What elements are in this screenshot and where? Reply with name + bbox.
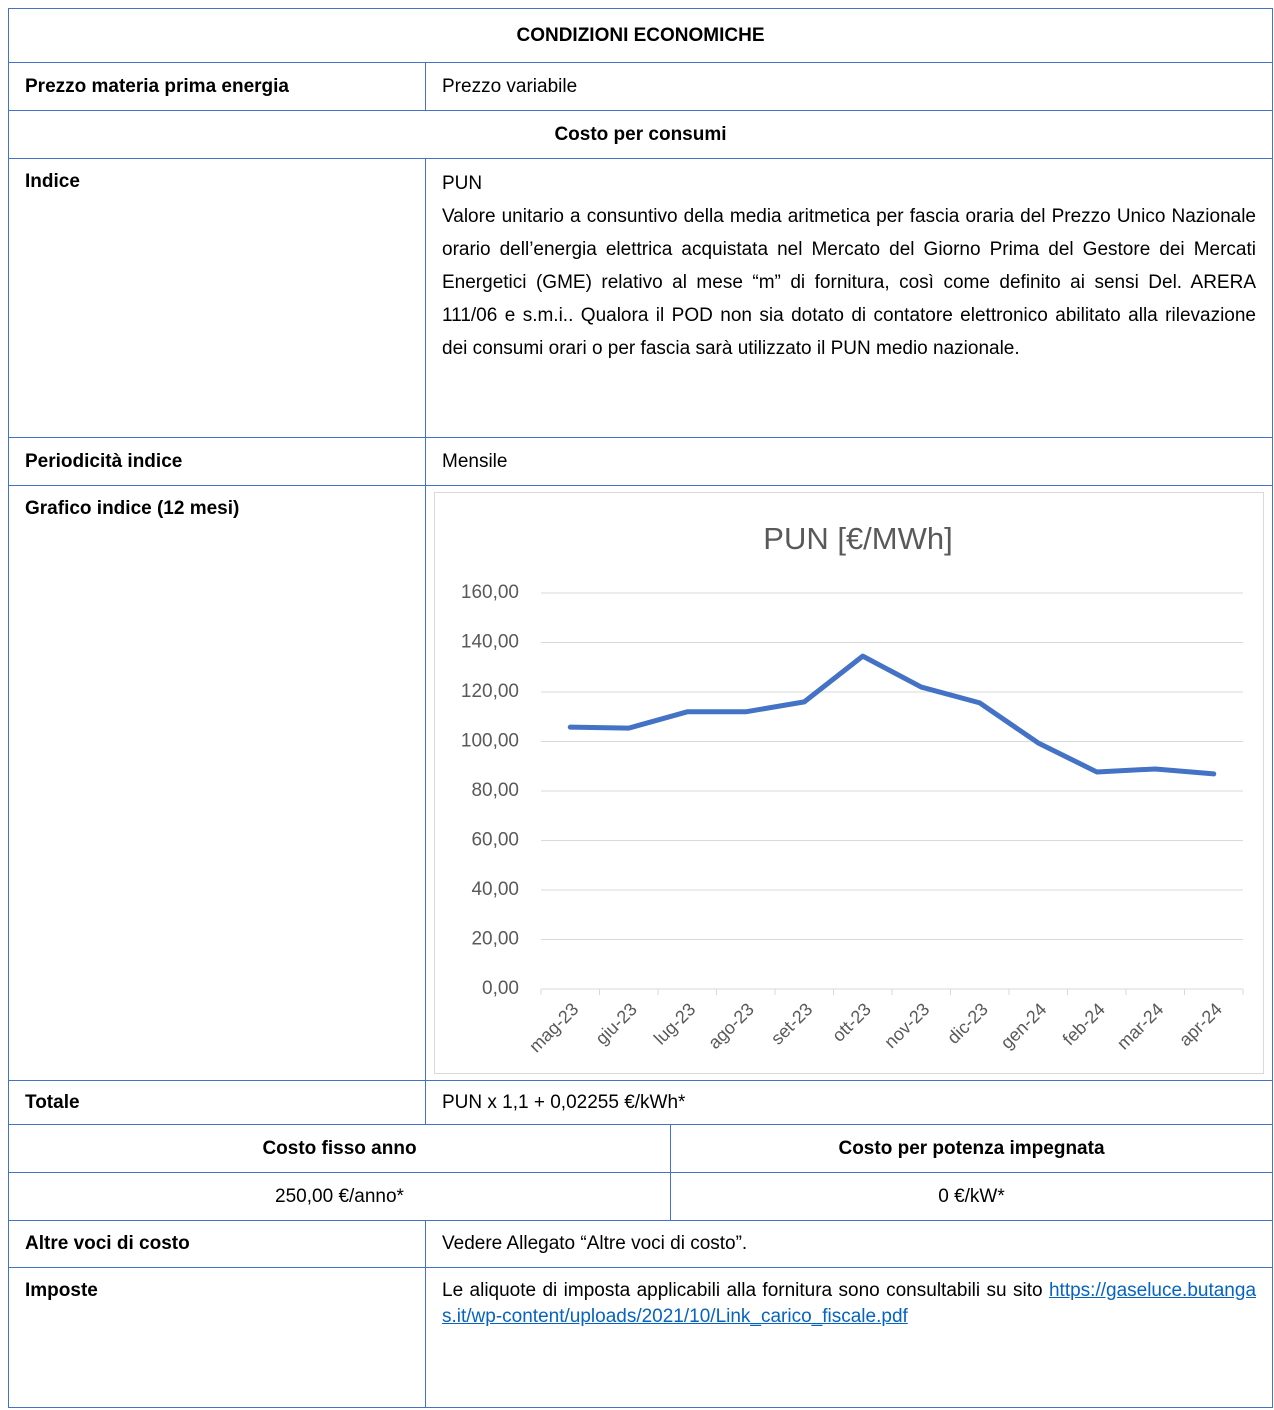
row: Totale PUN x 1,1 + 0,02255 €/kWh* [8, 1080, 1273, 1125]
x-tick-label: ott-23 [828, 999, 875, 1046]
label: Periodicità indice [8, 437, 426, 486]
x-tick-label: ago-23 [704, 999, 758, 1053]
value-cell: PUN Valore unitario a consuntivo della me… [425, 158, 1273, 438]
text: Le aliquote di imposta applicabili alla … [442, 1280, 1043, 1301]
y-tick-label: 40,00 [471, 879, 519, 900]
row: Grafico indice (12 mesi) PUN [€/MWh] 0,0… [8, 485, 1273, 1081]
label: Imposte [8, 1267, 426, 1408]
row: CONDIZIONI ECONOMICHE [8, 8, 1273, 63]
y-tick-label: 20,00 [471, 929, 519, 950]
y-tick-label: 160,00 [461, 582, 519, 603]
value: Mensile [425, 437, 1273, 486]
header: Costo per potenza impegnata [670, 1124, 1273, 1173]
row: Periodicità indice Mensile [8, 437, 1273, 486]
x-tick-label: mag-23 [525, 999, 582, 1056]
label: Indice [8, 158, 426, 438]
x-tick-label: mar-24 [1113, 999, 1167, 1053]
y-tick-label: 120,00 [461, 681, 519, 702]
row: Imposte Le aliquote di imposta applicabi… [8, 1267, 1273, 1408]
row: Indice PUN Valore unitario a consuntivo d… [8, 158, 1273, 438]
x-tick-label: set-23 [767, 999, 817, 1049]
label: Altre voci di costo [8, 1220, 426, 1268]
value: 250,00 €/anno* [8, 1172, 671, 1221]
value: 0 €/kW* [670, 1172, 1273, 1221]
x-tick-label: gen-24 [997, 999, 1051, 1053]
label: Grafico indice (12 mesi) [8, 485, 426, 1081]
value: Vedere Allegato “Altre voci di costo”. [425, 1220, 1273, 1268]
label: Prezzo materia prima energia [8, 62, 426, 111]
chart-title: PUN [€/MWh] [763, 521, 952, 556]
row: Costo per consumi [8, 110, 1273, 159]
y-tick-label: 60,00 [471, 830, 519, 851]
row: Prezzo materia prima energia Prezzo varia… [8, 62, 1273, 111]
value-cell: Le aliquote di imposta applicabili alla … [425, 1267, 1273, 1408]
link[interactable]: https://gaseluce.butangas.it/wp-content/… [442, 1280, 1257, 1327]
y-tick-label: 100,00 [461, 731, 519, 752]
chart-cell: PUN [€/MWh] 0,00 20,00 40,00 60,00 80,00 100,… [425, 485, 1273, 1081]
section-title: Costo per consumi [8, 110, 1273, 159]
y-tick-label: 0,00 [482, 978, 519, 999]
header: Costo fisso anno [8, 1124, 671, 1173]
line-series [567, 653, 1217, 777]
chart: PUN [€/MWh] 0,00 20,00 40,00 60,00 80,00 100,… [434, 492, 1264, 1074]
x-tick-label: lug-23 [650, 999, 700, 1049]
value: PUN x 1,1 + 0,02255 €/kWh* [425, 1080, 1273, 1125]
y-tick-label: 80,00 [471, 780, 519, 801]
table-title: CONDIZIONI ECONOMICHE [8, 8, 1273, 63]
row: 250,00 €/anno* 0 €/kW* [8, 1172, 1273, 1221]
x-tick-label: apr-24 [1175, 999, 1226, 1050]
x-tick-label: feb-24 [1059, 999, 1109, 1049]
y-tick-label: 140,00 [461, 632, 519, 653]
index-name: PUN [442, 173, 483, 194]
value: Prezzo variabile [425, 62, 1273, 111]
x-tick-label: nov-23 [880, 999, 933, 1052]
x-tick-label: giu-23 [591, 999, 641, 1049]
row: Altre voci di costo Vedere Allegato “Altr… [8, 1220, 1273, 1268]
x-tick-label: dic-23 [943, 999, 992, 1048]
index-description: Valore unitario a consuntivo della media… [442, 206, 1256, 359]
row: Costo fisso anno Costo per potenza impegn… [8, 1124, 1273, 1173]
conditions-table: CONDIZIONI ECONOMICHE Prezzo materia pri… [8, 8, 1273, 1408]
label: Totale [8, 1080, 426, 1125]
